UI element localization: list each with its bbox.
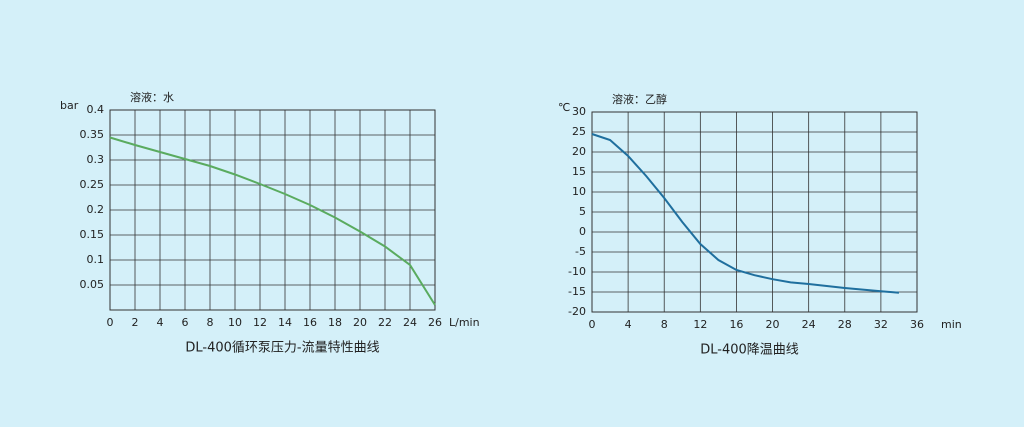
x-tick-label: 16	[303, 316, 317, 329]
x-tick-label: 14	[278, 316, 292, 329]
x-tick-label: 0	[107, 316, 114, 329]
annotation: 溶液：水	[130, 90, 174, 104]
x-axis-label: L/min	[449, 316, 480, 329]
y-tick-label: -5	[575, 245, 586, 258]
y-tick-label: 0.15	[80, 228, 105, 241]
y-tick-label: 0.05	[80, 278, 105, 291]
y-tick-label: 5	[579, 205, 586, 218]
y-tick-label: -15	[568, 285, 586, 298]
x-tick-label: 4	[625, 318, 632, 331]
y-tick-label: 20	[572, 145, 586, 158]
x-tick-label: 16	[729, 318, 743, 331]
y-tick-label: 0.4	[87, 103, 105, 116]
y-tick-label: 15	[572, 165, 586, 178]
chart-title: DL-400循环泵压力-流量特性曲线	[185, 341, 379, 356]
chart-title: DL-400降温曲线	[700, 343, 799, 358]
y-tick-label: 0	[579, 225, 586, 238]
x-tick-label: 22	[378, 316, 392, 329]
data-line	[591, 133, 900, 294]
x-tick-label: 8	[207, 316, 214, 329]
x-tick-label: 6	[182, 316, 189, 329]
x-tick-label: 0	[589, 318, 596, 331]
x-tick-label: 2	[132, 316, 139, 329]
y-tick-label: -10	[568, 265, 586, 278]
x-tick-label: 8	[661, 318, 668, 331]
annotation: 溶液：乙醇	[612, 92, 667, 106]
x-tick-label: 36	[910, 318, 924, 331]
x-axis-label: min	[941, 318, 962, 331]
y-tick-label: 10	[572, 185, 586, 198]
x-tick-label: 26	[428, 316, 442, 329]
x-tick-label: 32	[874, 318, 888, 331]
x-tick-label: 12	[253, 316, 267, 329]
data-line	[109, 136, 436, 306]
y-tick-label: 0.25	[80, 178, 105, 191]
x-tick-label: 4	[157, 316, 164, 329]
x-tick-label: 24	[403, 316, 417, 329]
y-tick-label: 0.2	[87, 203, 105, 216]
x-tick-label: 10	[228, 316, 242, 329]
x-tick-label: 20	[353, 316, 367, 329]
y-tick-label: 30	[572, 105, 586, 118]
y-tick-label: 25	[572, 125, 586, 138]
x-tick-label: 12	[693, 318, 707, 331]
y-tick-label: -20	[568, 305, 586, 318]
y-tick-label: 0.1	[87, 253, 105, 266]
y-tick-label: 0.3	[87, 153, 105, 166]
x-tick-label: 28	[838, 318, 852, 331]
y-axis-label: bar	[60, 99, 79, 112]
x-tick-label: 20	[766, 318, 780, 331]
x-tick-label: 24	[802, 318, 816, 331]
y-tick-label: 0.35	[80, 128, 105, 141]
x-tick-label: 18	[328, 316, 342, 329]
y-axis-label: ℃	[558, 101, 570, 114]
